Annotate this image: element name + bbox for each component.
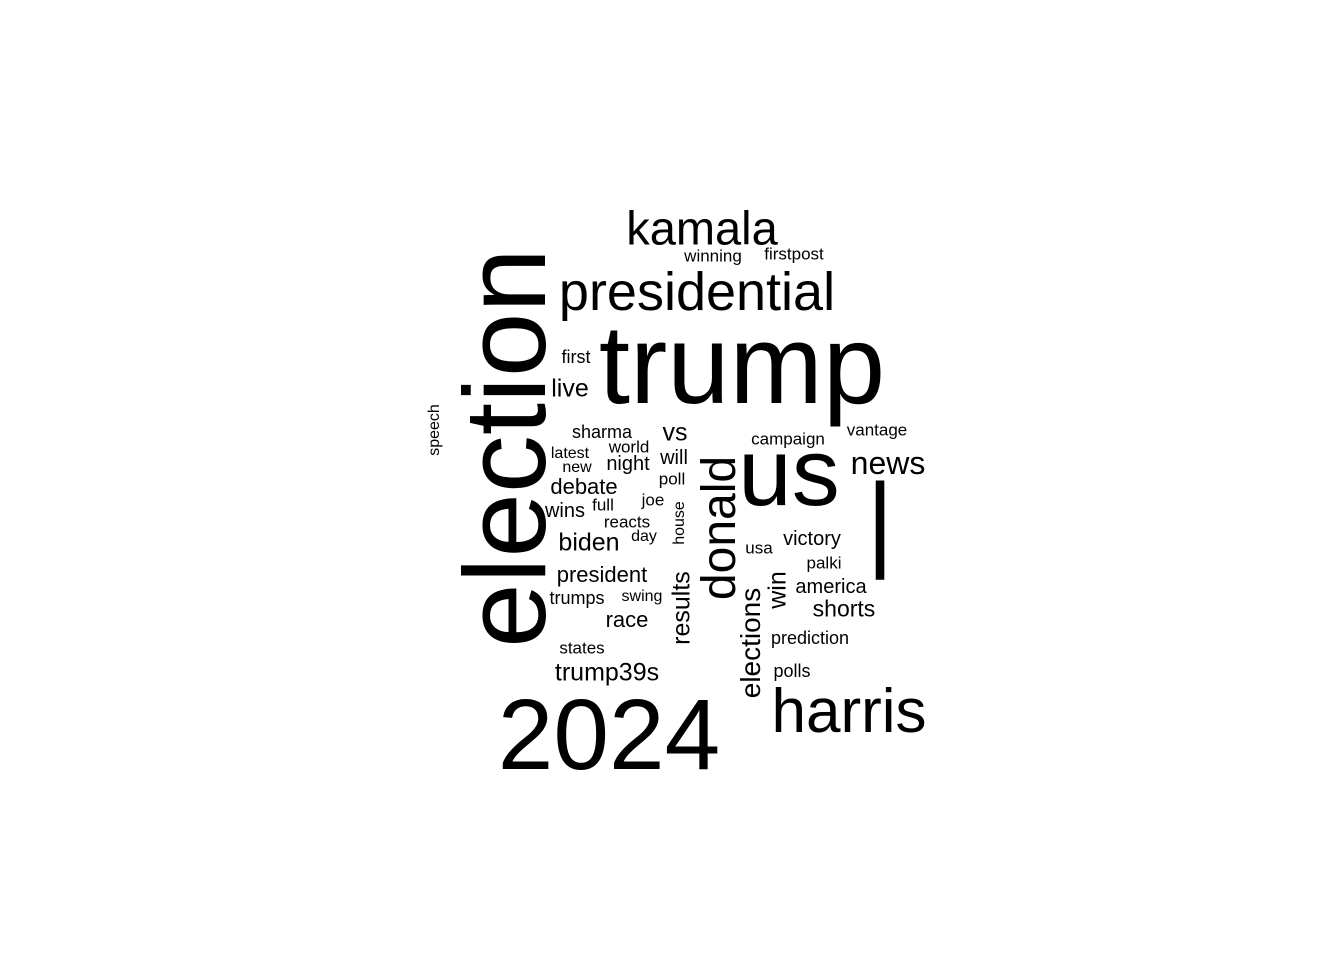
word-full: full: [592, 495, 614, 515]
word-debate: debate: [550, 474, 618, 499]
word-vantage: vantage: [846, 420, 908, 440]
word-win: win: [763, 571, 792, 609]
word-wins: wins: [544, 500, 586, 522]
word-trump: trump: [598, 302, 886, 427]
word-election: election: [440, 248, 570, 648]
word-sharma: sharma: [571, 422, 633, 442]
word-presidential: presidential: [558, 262, 836, 322]
word-donald: donald: [693, 455, 746, 601]
word-firstpost: firstpost: [764, 244, 824, 264]
word-news: news: [850, 445, 926, 481]
word-2024: 2024: [497, 679, 721, 791]
word-us: us: [738, 419, 840, 526]
word-prediction: prediction: [770, 628, 850, 648]
word-poll: poll: [658, 469, 686, 489]
word-reacts: reacts: [603, 512, 651, 532]
word-states: states: [559, 638, 605, 658]
word-day: day: [631, 528, 657, 545]
word-shorts: shorts: [812, 595, 876, 622]
word-race: race: [605, 607, 649, 632]
word-harris: harris: [771, 677, 927, 746]
word-swing: swing: [621, 588, 663, 605]
word-first: first: [561, 347, 591, 367]
word-vs: vs: [662, 418, 688, 447]
word-winning: winning: [684, 246, 742, 266]
word-will: will: [660, 447, 688, 469]
word-victory: victory: [783, 528, 841, 550]
word-biden: biden: [558, 528, 620, 557]
word-trumps: trumps: [549, 588, 605, 608]
word-joe: joe: [641, 490, 665, 510]
word-live: live: [551, 374, 589, 403]
word-new: new: [562, 459, 592, 476]
word-pipe: |: [866, 462, 894, 580]
word-america: america: [795, 576, 867, 598]
word-kamala: kamala: [626, 201, 778, 255]
word-palki: palki: [806, 553, 842, 573]
word-usa: usa: [745, 538, 773, 558]
word-speech: speech: [426, 404, 443, 456]
word-campaign: campaign: [751, 429, 825, 449]
word-results: results: [667, 571, 696, 645]
word-world: world: [608, 437, 650, 457]
word-house: house: [671, 501, 688, 545]
word-latest: latest: [550, 445, 590, 462]
word-polls: polls: [773, 661, 811, 681]
word-trump39s: trump39s: [554, 658, 660, 687]
word-president: president: [556, 562, 648, 587]
word-elections: elections: [735, 587, 766, 699]
word-night: night: [606, 453, 650, 475]
